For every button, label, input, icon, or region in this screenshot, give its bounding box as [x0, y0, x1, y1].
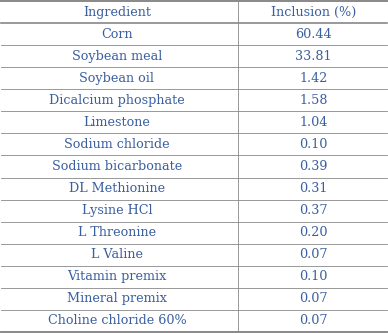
Text: Dicalcium phosphate: Dicalcium phosphate [49, 94, 185, 107]
Text: DL Methionine: DL Methionine [69, 182, 165, 195]
Text: 1.42: 1.42 [299, 72, 327, 85]
Text: 0.31: 0.31 [299, 182, 327, 195]
Text: 1.58: 1.58 [299, 94, 328, 107]
Text: L Valine: L Valine [91, 248, 143, 261]
Text: Limestone: Limestone [83, 116, 151, 129]
Text: Ingredient: Ingredient [83, 6, 151, 19]
Text: Lysine HCl: Lysine HCl [81, 204, 152, 217]
Text: 0.07: 0.07 [299, 292, 328, 305]
Text: 0.20: 0.20 [299, 226, 328, 239]
Text: Corn: Corn [101, 28, 133, 41]
Text: Inclusion (%): Inclusion (%) [271, 6, 356, 19]
Text: 1.04: 1.04 [299, 116, 327, 129]
Text: Vitamin premix: Vitamin premix [67, 270, 166, 283]
Text: Choline chloride 60%: Choline chloride 60% [48, 314, 186, 327]
Text: 0.10: 0.10 [299, 138, 327, 151]
Text: 0.07: 0.07 [299, 314, 328, 327]
Text: Sodium chloride: Sodium chloride [64, 138, 170, 151]
Text: 33.81: 33.81 [295, 50, 332, 63]
Text: Sodium bicarbonate: Sodium bicarbonate [52, 160, 182, 173]
Text: 0.10: 0.10 [299, 270, 327, 283]
Text: 0.37: 0.37 [299, 204, 328, 217]
Text: 60.44: 60.44 [295, 28, 332, 41]
Text: Mineral premix: Mineral premix [67, 292, 167, 305]
Text: Soybean oil: Soybean oil [80, 72, 154, 85]
Text: Soybean meal: Soybean meal [72, 50, 162, 63]
Text: L Threonine: L Threonine [78, 226, 156, 239]
Text: 0.07: 0.07 [299, 248, 328, 261]
Text: 0.39: 0.39 [299, 160, 328, 173]
